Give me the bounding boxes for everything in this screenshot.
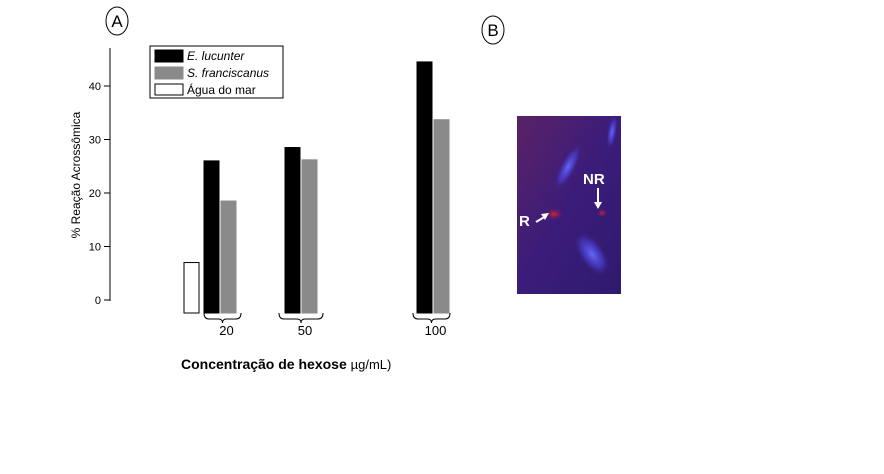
legend: E. lucunter S. franciscanus Água do mar — [149, 45, 284, 99]
legend-swatch-e-lucunter — [154, 49, 184, 63]
y-axis-label: % Reação Acrossômica — [69, 111, 83, 238]
bar-s-franciscanus-20 — [220, 200, 237, 314]
legend-swatch-s-franciscanus — [154, 66, 184, 80]
panel-a-label: A — [111, 12, 123, 31]
panel-b-badge: B — [481, 15, 505, 45]
bars — [183, 61, 450, 314]
micrograph-image: R NR — [517, 114, 621, 294]
bar-e-lucunter-100 — [416, 61, 433, 314]
y-ticks: 0 10 20 30 40 — [89, 81, 110, 307]
bar-s-franciscanus-50 — [301, 159, 318, 314]
legend-label-agua-do-mar: Água do mar — [187, 82, 256, 97]
legend-swatch-agua-do-mar — [154, 83, 184, 96]
x-axis-label-unit: µg/mL) — [351, 357, 392, 372]
brace-100 — [412, 312, 451, 324]
arrow-nr-head — [594, 202, 602, 209]
y-tick-label-10: 10 — [89, 242, 101, 254]
brace-50 — [278, 312, 324, 324]
sperm-head-lower — [573, 231, 611, 277]
panel-b-label: B — [487, 21, 498, 40]
bar-e-lucunter-20 — [203, 160, 220, 314]
bar-agua-do-mar — [183, 262, 200, 314]
bar-s-franciscanus-100 — [433, 119, 450, 314]
y-tick-label-40: 40 — [89, 81, 101, 93]
reacted-acrosome-glow — [545, 208, 563, 220]
arrow-r-head — [541, 213, 549, 220]
sperm-head-upper — [553, 143, 583, 191]
sperm-tail-upper-right — [606, 114, 618, 150]
x-axis-label-main: Concentração de hexose — [181, 356, 351, 372]
label-r: R — [519, 213, 530, 230]
y-tick-label-20: 20 — [89, 188, 101, 200]
group-label-20: 20 — [219, 323, 233, 338]
bar-chart: 0 10 20 30 40 % Reação Acrossômica 20 50 100 C… — [69, 45, 451, 372]
non-reacted-acrosome-glow — [597, 209, 607, 217]
label-nr: NR — [583, 171, 605, 188]
x-axis-label: Concentração de hexose µg/mL) — [181, 356, 391, 372]
y-tick-label-30: 30 — [89, 135, 101, 147]
legend-label-s-franciscanus: S. franciscanus — [187, 66, 269, 80]
group-labels: 20 50 100 — [219, 323, 446, 338]
legend-label-e-lucunter: E. lucunter — [187, 49, 245, 63]
brace-20 — [203, 312, 242, 324]
group-braces — [203, 312, 451, 324]
group-label-50: 50 — [298, 323, 312, 338]
y-tick-label-0: 0 — [95, 295, 101, 307]
bar-e-lucunter-50 — [284, 147, 301, 314]
group-label-100: 100 — [425, 323, 447, 338]
panel-a-badge: A — [105, 6, 129, 36]
